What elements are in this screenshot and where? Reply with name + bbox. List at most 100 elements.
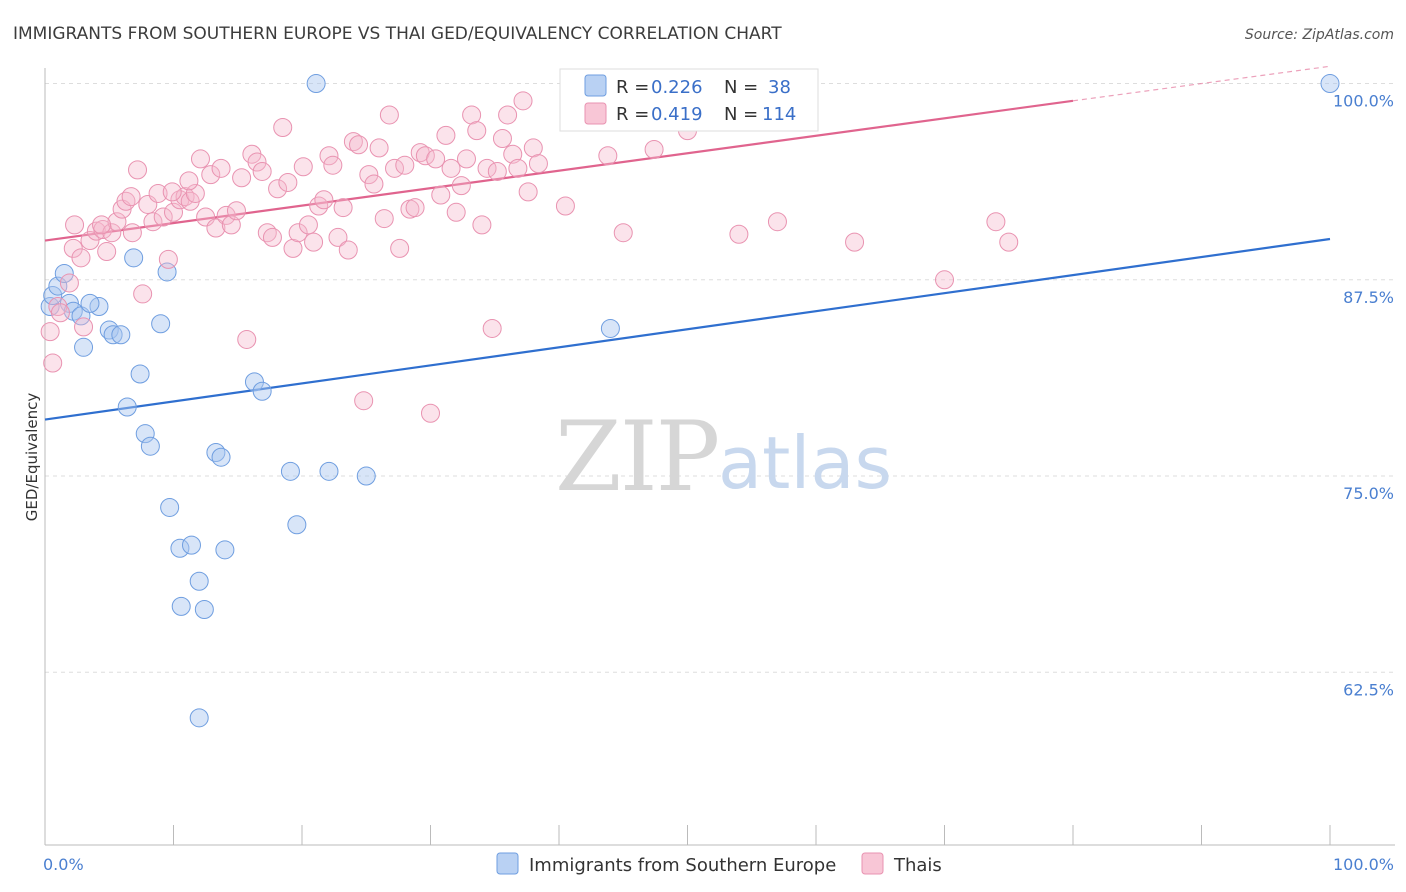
point-thais (74, 317, 94, 337)
trend-line-thais (44, 99, 1074, 242)
chart-title: IMMIGRANTS FROM SOUTHERN EUROPE VS THAI … (13, 24, 782, 44)
y-tick-label: 87.5% (1343, 288, 1394, 307)
legend-r-value-0: 0.226 (651, 77, 703, 98)
point-southern-europe (181, 535, 201, 555)
point-southern-europe (43, 286, 63, 305)
point-thais (385, 158, 405, 178)
point-thais (288, 223, 308, 243)
point-southern-europe (319, 461, 339, 481)
x-tick-label-max: 100.0% (1333, 855, 1394, 874)
point-southern-europe (1320, 74, 1340, 94)
series-legend-label-0: Immigrants from Southern Europe (529, 855, 836, 876)
point-southern-europe (252, 381, 272, 401)
watermark: ZIP atlas (555, 401, 892, 513)
point-thais (598, 146, 618, 166)
legend-n-label-1: N = (724, 104, 758, 125)
point-southern-europe (171, 596, 191, 616)
point-thais (206, 218, 226, 238)
point-thais (59, 273, 79, 293)
point-southern-europe (111, 325, 131, 345)
point-thais (338, 240, 358, 260)
point-thais (456, 149, 476, 169)
point-thais (262, 227, 282, 247)
point-thais (508, 158, 528, 178)
point-thais (492, 129, 512, 148)
point-thais (343, 132, 363, 152)
point-thais (767, 212, 787, 232)
point-thais (426, 149, 446, 169)
point-southern-europe (124, 248, 144, 268)
point-thais (333, 198, 353, 218)
point-thais (304, 232, 324, 252)
point-thais (92, 215, 112, 235)
point-southern-europe (48, 276, 68, 296)
legend-r-label-0: R = (616, 77, 649, 98)
point-thais (268, 179, 288, 199)
point-thais (63, 238, 83, 258)
point-thais (65, 215, 85, 235)
point-thais (359, 165, 379, 185)
y-axis-title: GED/Equivalency (23, 393, 41, 522)
stats-legend: R = 0.226 N = 38 R = 0.419 N = 114 (559, 68, 819, 132)
point-thais (415, 146, 435, 166)
point-thais (390, 238, 410, 258)
point-thais (293, 157, 313, 177)
point-thais (143, 212, 163, 232)
point-thais (528, 154, 548, 174)
point-southern-europe (189, 708, 209, 728)
point-thais (364, 174, 384, 194)
y-tick-label: 75.0% (1343, 484, 1394, 503)
point-thais (252, 161, 272, 181)
point-thais (190, 149, 210, 169)
point-thais (148, 183, 168, 203)
point-thais (247, 152, 267, 172)
point-southern-europe (194, 600, 214, 619)
point-thais (309, 196, 329, 216)
point-thais (374, 209, 394, 229)
point-southern-europe (40, 296, 60, 316)
point-thais (395, 155, 415, 175)
point-thais (86, 221, 106, 241)
point-southern-europe (117, 397, 137, 417)
legend-swatch-pink (584, 102, 607, 125)
point-thais (314, 190, 334, 210)
point-southern-europe (140, 436, 160, 456)
point-southern-europe (80, 293, 100, 313)
point-thais (354, 391, 374, 411)
point-southern-europe (151, 314, 171, 334)
point-thais (503, 144, 523, 164)
point-thais (179, 171, 199, 191)
y-tick-labels: 100.0% 87.5% 75.0% 62.5% (1333, 92, 1394, 700)
point-thais (729, 224, 749, 244)
point-thais (405, 198, 425, 218)
trend-line-thais-extension (1072, 65, 1331, 102)
point-thais (80, 231, 100, 251)
point-thais (298, 215, 318, 235)
point-thais (121, 187, 141, 207)
trend-line-southern-europe (44, 237, 1331, 421)
point-thais (462, 105, 482, 125)
point-thais (40, 322, 60, 342)
point-thais (518, 182, 538, 202)
point-thais (845, 232, 865, 252)
legend-n-label-0: N = (724, 77, 758, 98)
point-thais (164, 202, 183, 222)
point-thais (482, 318, 502, 338)
point-thais (71, 248, 91, 268)
point-thais (211, 158, 231, 178)
point-thais (162, 182, 182, 202)
point-southern-europe (356, 466, 376, 486)
point-thais (446, 202, 466, 222)
legend-n-value-0: 38 (768, 77, 791, 98)
point-thais (467, 121, 487, 141)
point-thais (50, 303, 70, 323)
legend-r-value-1: 0.419 (651, 104, 703, 125)
point-thais (185, 183, 205, 203)
point-thais (102, 223, 122, 243)
point-thais (232, 168, 252, 188)
point-thais (477, 158, 497, 178)
point-thais (498, 105, 518, 125)
point-thais (273, 118, 293, 138)
series-legend-swatch-blue (496, 852, 519, 875)
point-thais (237, 329, 257, 349)
